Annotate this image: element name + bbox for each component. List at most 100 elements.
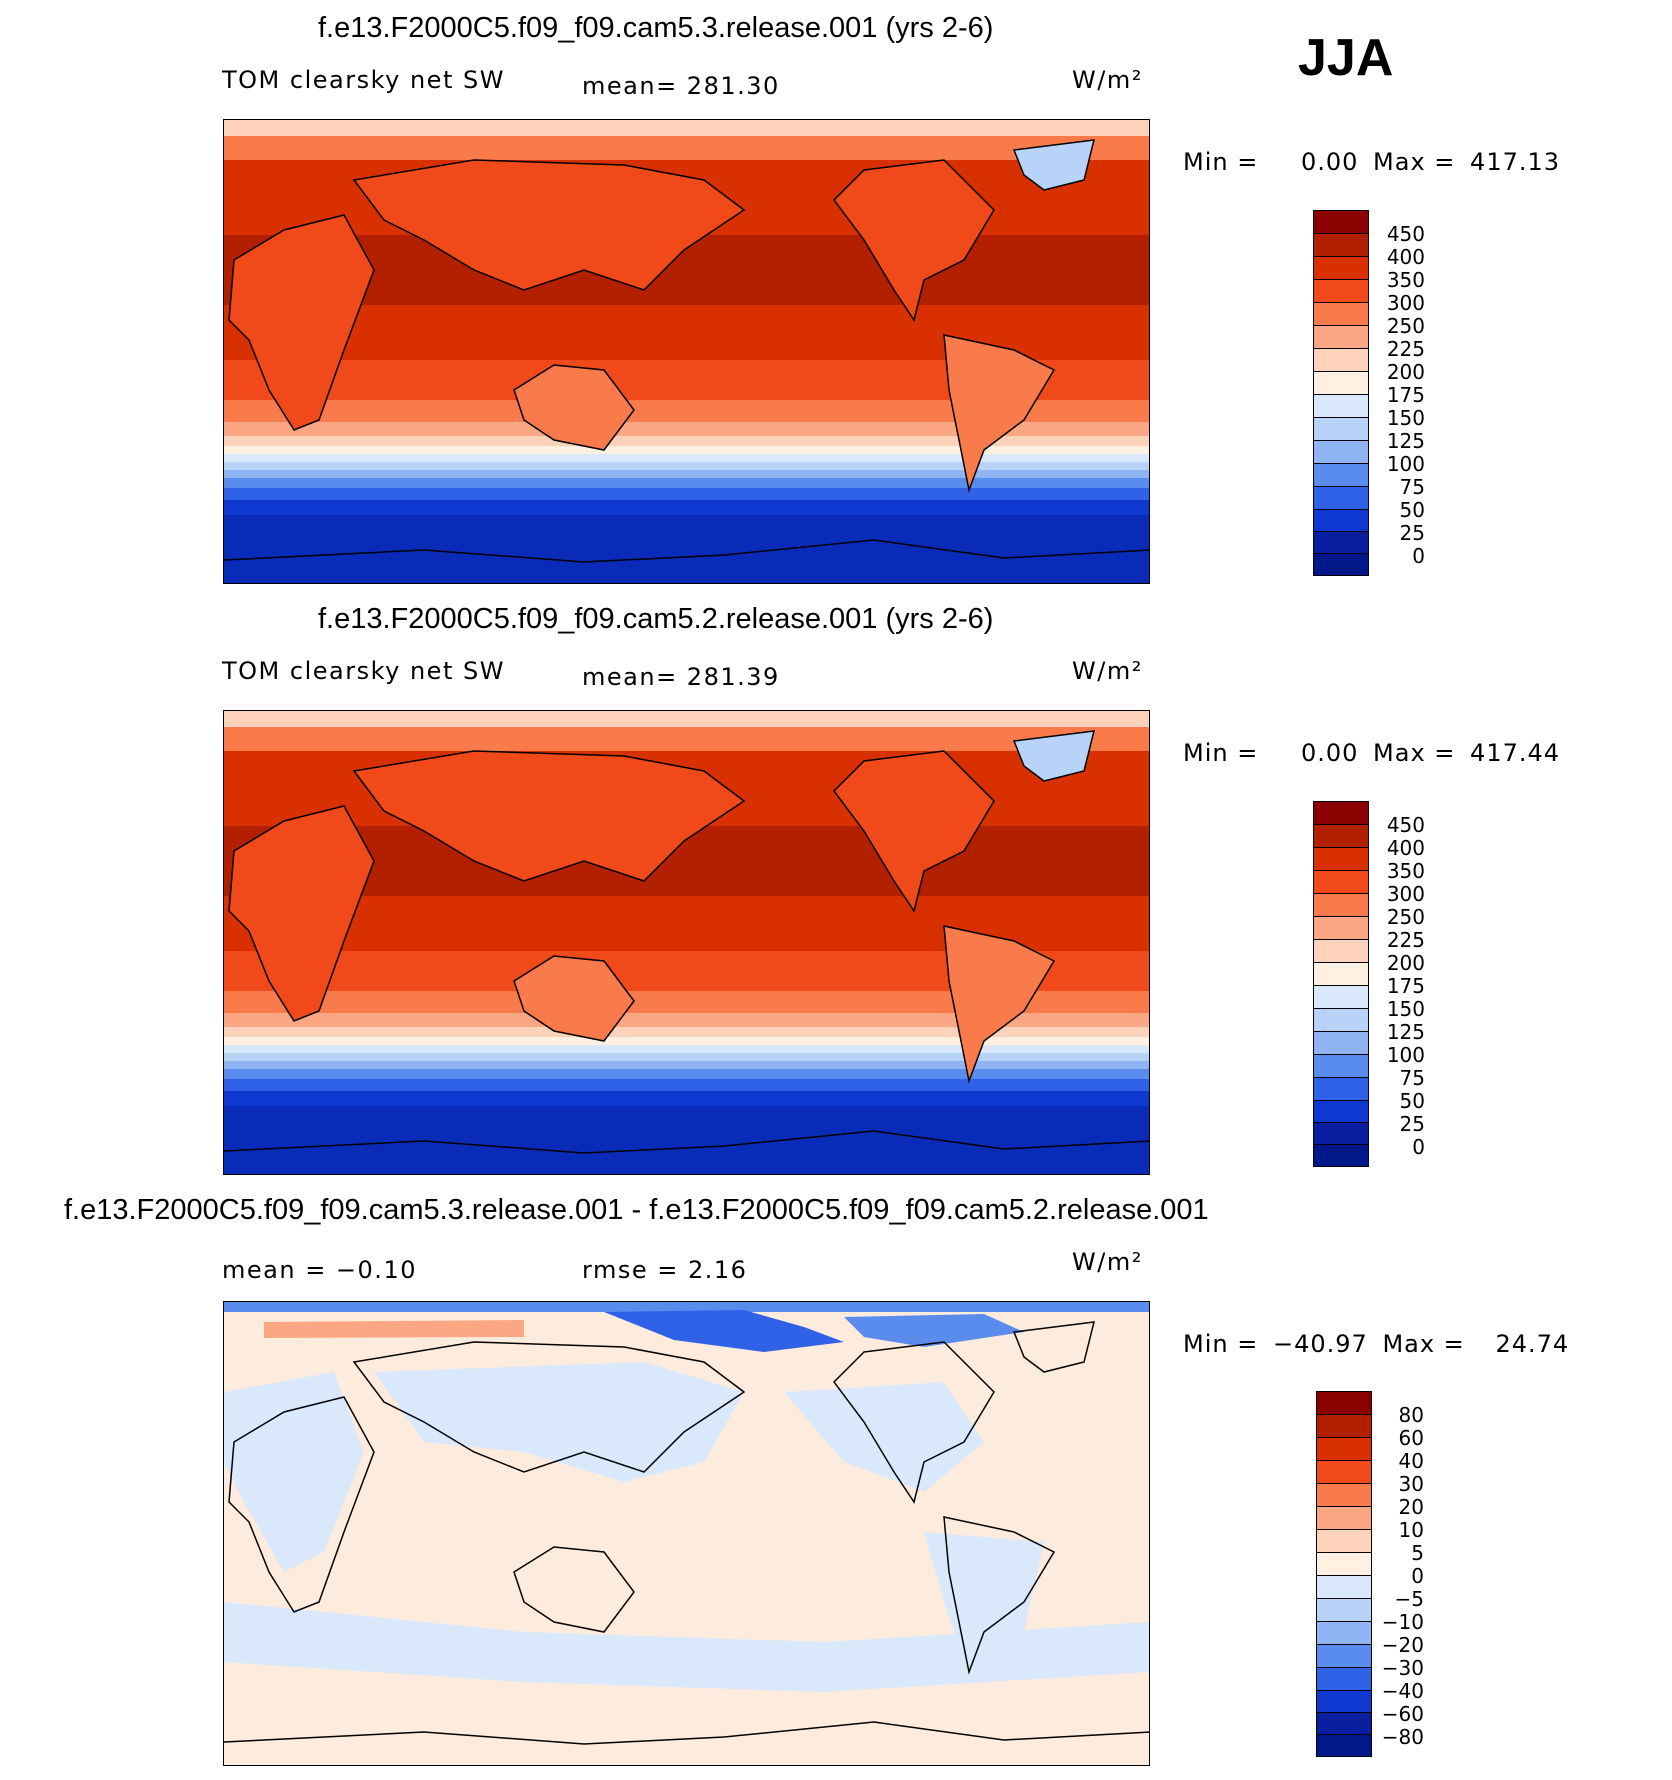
colorbar-tick: 25: [1399, 521, 1425, 545]
panel-1-max-value: 417.13: [1470, 148, 1561, 176]
panel-3-colorbar: [1316, 1391, 1372, 1757]
colorbar-tick: 20: [1398, 1495, 1424, 1519]
panel-1-map: [223, 119, 1150, 584]
swatch: [1317, 1735, 1371, 1756]
panel-2-colorbar: [1313, 801, 1369, 1167]
swatch: [1317, 1392, 1371, 1415]
panel-2-max-label: Max =: [1373, 739, 1456, 767]
swatch: [1317, 1461, 1371, 1484]
swatch: [1314, 280, 1368, 303]
colorbar-tick: 175: [1386, 974, 1425, 998]
colorbar-tick: 125: [1386, 429, 1425, 453]
swatch: [1314, 848, 1368, 871]
panel-2-units: W/m²: [1072, 657, 1143, 685]
colorbar-tick: 100: [1386, 1043, 1425, 1067]
swatch: [1314, 418, 1368, 441]
swatch: [1314, 510, 1368, 532]
colorbar-tick: 150: [1386, 406, 1425, 430]
swatch: [1314, 917, 1368, 940]
colorbar-tick: 400: [1386, 836, 1425, 860]
colorbar-tick: −20: [1381, 1633, 1424, 1657]
colorbar-tick: 200: [1386, 951, 1425, 975]
panel-1-title: f.e13.F2000C5.f09_f09.cam5.3.release.001…: [318, 12, 994, 44]
panel-3-mean-label: mean = −0.10: [222, 1256, 417, 1284]
swatch: [1314, 487, 1368, 510]
swatch: [1314, 372, 1368, 395]
season-label: JJA: [1298, 29, 1394, 87]
colorbar-tick: 300: [1386, 882, 1425, 906]
swatch: [1314, 326, 1368, 349]
colorbar-tick: 175: [1386, 383, 1425, 407]
swatch: [1314, 963, 1368, 986]
swatch: [1314, 1009, 1368, 1032]
swatch: [1317, 1507, 1371, 1530]
swatch: [1317, 1599, 1371, 1622]
colorbar-tick: 450: [1386, 222, 1425, 246]
swatch: [1317, 1622, 1371, 1645]
colorbar-tick: 300: [1386, 291, 1425, 315]
swatch: [1317, 1668, 1371, 1691]
colorbar-tick: 350: [1386, 859, 1425, 883]
colorbar-tick: 10: [1398, 1518, 1424, 1542]
colorbar-tick: 25: [1399, 1112, 1425, 1136]
panel-2-title: f.e13.F2000C5.f09_f09.cam5.2.release.001…: [318, 603, 994, 635]
panel-3-minmax: Min = −40.97 Max = 24.74: [1183, 1330, 1569, 1358]
panel-1-units: W/m²: [1072, 66, 1143, 94]
panel-2-map: [223, 710, 1150, 1175]
swatch: [1317, 1645, 1371, 1668]
swatch: [1314, 395, 1368, 418]
colorbar-tick: 5: [1411, 1541, 1424, 1565]
colorbar-tick: 0: [1412, 1135, 1425, 1159]
swatch: [1317, 1438, 1371, 1461]
colorbar-tick: 250: [1386, 905, 1425, 929]
swatch: [1314, 1078, 1368, 1101]
colorbar-tick: −80: [1381, 1725, 1424, 1749]
colorbar-tick: 400: [1386, 245, 1425, 269]
panel-3-units: W/m²: [1072, 1248, 1143, 1276]
swatch: [1317, 1415, 1371, 1438]
colorbar-tick: −10: [1381, 1610, 1424, 1634]
colorbar-tick: −40: [1381, 1679, 1424, 1703]
colorbar-tick: −30: [1381, 1656, 1424, 1680]
panel-3-min-value: −40.97: [1272, 1330, 1368, 1358]
swatch: [1314, 532, 1368, 554]
swatch: [1314, 303, 1368, 326]
swatch: [1317, 1713, 1371, 1735]
swatch: [1314, 825, 1368, 848]
colorbar-tick: 80: [1398, 1403, 1424, 1427]
panel-3-max-label: Max =: [1382, 1330, 1465, 1358]
swatch: [1314, 1032, 1368, 1055]
swatch: [1314, 441, 1368, 464]
panel-2-minmax: Min = 0.00 Max = 417.44: [1183, 739, 1560, 767]
panel-3-map-svg: [224, 1302, 1149, 1765]
panel-2-map-svg: [224, 711, 1149, 1174]
colorbar-tick: 75: [1399, 1066, 1425, 1090]
colorbar-tick: 100: [1386, 452, 1425, 476]
colorbar-tick: 60: [1398, 1426, 1424, 1450]
swatch: [1314, 554, 1368, 575]
colorbar-tick: 225: [1386, 928, 1425, 952]
colorbar-tick: 250: [1386, 314, 1425, 338]
colorbar-tick: 450: [1386, 813, 1425, 837]
swatch: [1314, 464, 1368, 487]
swatch: [1314, 1123, 1368, 1145]
colorbar-tick: 125: [1386, 1020, 1425, 1044]
panel-1-mean-label: mean= 281.30: [582, 72, 780, 100]
panel-2-variable-label: TOM clearsky net SW: [222, 657, 505, 685]
panel-1-min-value: 0.00: [1300, 148, 1359, 176]
colorbar-tick: 225: [1386, 337, 1425, 361]
panel-3-max-value: 24.74: [1495, 1330, 1570, 1358]
swatch: [1314, 940, 1368, 963]
colorbar-tick: 350: [1386, 268, 1425, 292]
panel-3-min-label: Min =: [1183, 1330, 1259, 1358]
colorbar-tick: −5: [1394, 1587, 1424, 1611]
colorbar-tick: 0: [1412, 544, 1425, 568]
colorbar-tick: 75: [1399, 475, 1425, 499]
colorbar-tick: 50: [1399, 498, 1425, 522]
colorbar-tick: 150: [1386, 997, 1425, 1021]
swatch: [1317, 1553, 1371, 1576]
swatch: [1314, 349, 1368, 372]
swatch: [1314, 1101, 1368, 1123]
panel-1-map-svg: [224, 120, 1149, 583]
panel-1-variable-label: TOM clearsky net SW: [222, 66, 505, 94]
